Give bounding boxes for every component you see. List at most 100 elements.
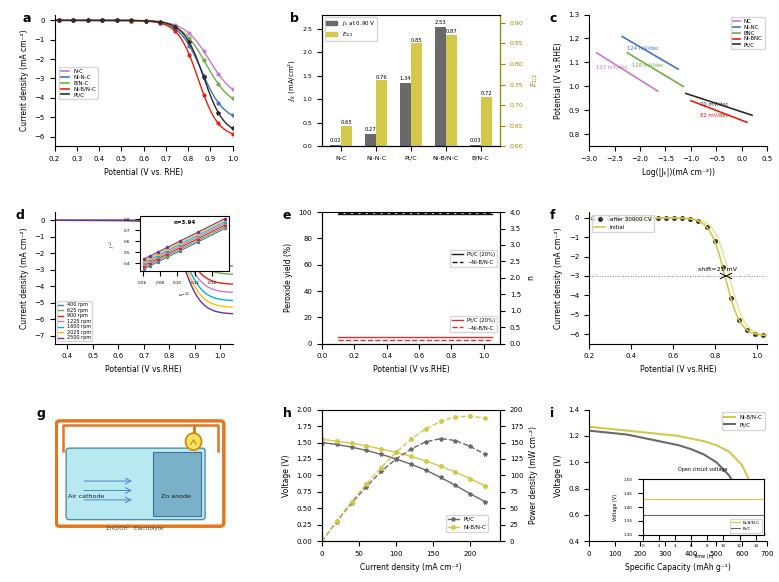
Text: a: a bbox=[23, 12, 31, 25]
Legend: NC, Ni-NC, BNC, Ni-BNC, Pt/C: NC, Ni-NC, BNC, Ni-BNC, Pt/C bbox=[731, 17, 764, 49]
Pt/C bbox=[661, 439, 670, 446]
~Ni-B/N-C bbox=[446, 210, 456, 217]
Ni-B/N-C bbox=[648, 430, 657, 436]
Pt/C (20%) bbox=[366, 211, 375, 218]
2025 rpm bbox=[228, 304, 238, 311]
Text: 0.85: 0.85 bbox=[411, 37, 422, 42]
~Ni-B/N-C bbox=[414, 337, 424, 344]
Ni-B/N-C bbox=[622, 427, 632, 434]
Ni-B/N-C bbox=[724, 448, 734, 455]
Pt/C bbox=[712, 459, 721, 466]
Pt/C bbox=[451, 482, 460, 489]
~Ni-B/N-C bbox=[350, 210, 359, 217]
Pt/C (20%) bbox=[431, 333, 440, 340]
Y-axis label: n: n bbox=[527, 275, 535, 281]
Ni-B/N-C bbox=[737, 462, 746, 469]
1600 rpm bbox=[50, 217, 59, 224]
2500 rpm bbox=[159, 226, 168, 233]
Legend: Pt/C (20%), ~Ni-B/N-C: Pt/C (20%), ~Ni-B/N-C bbox=[450, 315, 497, 332]
Pt/C (20%) bbox=[350, 333, 359, 340]
Pt/C (20%) bbox=[350, 211, 359, 218]
X-axis label: Potential (V vs.RHE): Potential (V vs.RHE) bbox=[640, 365, 717, 374]
Text: 0.03: 0.03 bbox=[470, 138, 481, 143]
Pt/C (20%) bbox=[479, 211, 488, 218]
Pt/C bbox=[391, 456, 400, 463]
900 rpm bbox=[156, 221, 165, 228]
Pt/C bbox=[407, 461, 416, 468]
Ni-B/N-C bbox=[699, 438, 708, 445]
Legend: Pt/C, Ni-B/N-C: Pt/C, Ni-B/N-C bbox=[446, 514, 488, 532]
1600 rpm bbox=[51, 217, 60, 224]
~Ni-B/N-C bbox=[487, 210, 496, 217]
Text: 0.65: 0.65 bbox=[340, 120, 353, 125]
Ni-B/N-C bbox=[347, 439, 356, 446]
Text: 70 mV/dec: 70 mV/dec bbox=[700, 101, 728, 107]
Text: e: e bbox=[283, 210, 291, 222]
Pt/C (20%) bbox=[382, 333, 391, 340]
Ni-B/N-C bbox=[755, 509, 764, 516]
Pt/C bbox=[421, 467, 431, 474]
400 rpm bbox=[156, 219, 165, 226]
Y-axis label: Power density (mW cm⁻²): Power density (mW cm⁻²) bbox=[529, 427, 538, 524]
Pt/C (20%) bbox=[446, 333, 456, 340]
Y-axis label: Voltage (V): Voltage (V) bbox=[282, 454, 291, 496]
FancyBboxPatch shape bbox=[66, 448, 205, 520]
1225 rpm bbox=[228, 289, 238, 296]
~Ni-B/N-C bbox=[414, 210, 424, 217]
Ni-B/N-C bbox=[436, 463, 446, 470]
Pt/C bbox=[686, 446, 696, 453]
Pt/C (20%) bbox=[487, 211, 496, 218]
2500 rpm bbox=[211, 308, 220, 315]
1600 rpm bbox=[200, 289, 210, 296]
~Ni-B/N-C bbox=[382, 210, 391, 217]
Bar bbox=[446, 35, 457, 393]
1600 rpm bbox=[156, 222, 165, 229]
Text: 133 mV/dec: 133 mV/dec bbox=[596, 65, 628, 69]
2025 rpm bbox=[50, 217, 59, 224]
1225 rpm bbox=[200, 281, 210, 288]
Pt/C bbox=[737, 494, 746, 501]
2025 rpm bbox=[211, 301, 220, 308]
~Ni-B/N-C bbox=[431, 337, 440, 344]
Pt/C bbox=[376, 451, 386, 458]
625 rpm bbox=[51, 217, 60, 224]
400 rpm bbox=[228, 262, 238, 269]
Bar bbox=[153, 452, 201, 516]
2500 rpm bbox=[51, 217, 60, 224]
Line: Ni-B/N-C: Ni-B/N-C bbox=[320, 438, 487, 488]
Pt/C (20%) bbox=[414, 211, 424, 218]
Text: c: c bbox=[550, 12, 557, 25]
Ni-B/N-C bbox=[610, 426, 619, 433]
Ni-B/N-C bbox=[466, 475, 475, 482]
Legend: Ni-B/N-C, Pt/C: Ni-B/N-C, Pt/C bbox=[722, 413, 764, 430]
Pt/C bbox=[361, 447, 371, 454]
X-axis label: Current density (mA cm⁻²): Current density (mA cm⁻²) bbox=[360, 563, 462, 572]
Legend: $J_k$ at 0.90 V, $E_{1/2}$: $J_k$ at 0.90 V, $E_{1/2}$ bbox=[325, 17, 377, 41]
2500 rpm bbox=[50, 217, 59, 224]
Ni-B/N-C bbox=[686, 435, 696, 442]
Ni-B/N-C bbox=[674, 432, 683, 439]
Y-axis label: Current density (mA cm⁻²): Current density (mA cm⁻²) bbox=[20, 227, 29, 329]
X-axis label: Potential (V vs.RHE): Potential (V vs.RHE) bbox=[372, 365, 449, 374]
Ni-B/N-C bbox=[421, 457, 431, 464]
~Ni-B/N-C bbox=[431, 210, 440, 217]
Bar bbox=[400, 83, 411, 146]
Line: 1225 rpm: 1225 rpm bbox=[55, 221, 233, 292]
Pt/C (20%) bbox=[333, 333, 343, 340]
Pt/C (20%) bbox=[382, 211, 391, 218]
Pt/C bbox=[584, 427, 594, 434]
Text: d: d bbox=[16, 210, 24, 222]
1600 rpm bbox=[159, 223, 168, 230]
Ni-B/N-C bbox=[317, 436, 326, 443]
Text: 0.02: 0.02 bbox=[330, 139, 341, 143]
900 rpm bbox=[228, 281, 238, 288]
Text: i: i bbox=[550, 407, 554, 420]
Pt/C bbox=[481, 498, 490, 505]
Ni-B/N-C bbox=[481, 482, 490, 489]
~Ni-B/N-C bbox=[398, 337, 407, 344]
Text: 0.87: 0.87 bbox=[446, 29, 457, 34]
625 rpm bbox=[156, 219, 165, 226]
1225 rpm bbox=[159, 223, 168, 230]
Y-axis label: Potential (V vs.RHE): Potential (V vs.RHE) bbox=[554, 42, 562, 119]
900 rpm bbox=[155, 220, 164, 227]
